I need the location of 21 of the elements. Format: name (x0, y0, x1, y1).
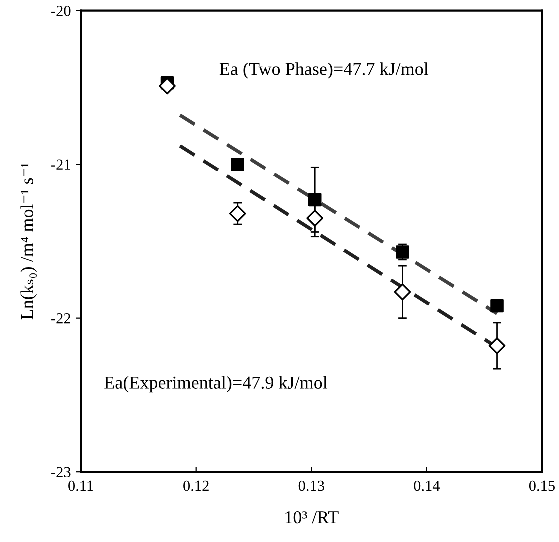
point (490, 299, 504, 313)
x-axis-title: 10³ /RT (286, 511, 339, 524)
y-tick-label: -21 (52, 160, 70, 170)
y-tick-label: -20 (52, 6, 71, 16)
point (394, 284, 412, 301)
point (308, 193, 322, 207)
annotation: Ea(Experimental)=47.9 kJ/mol (104, 376, 328, 393)
point (159, 78, 176, 95)
y-tick-label: -22 (52, 314, 70, 324)
y-tick-label: -23 (52, 467, 71, 478)
point (488, 338, 506, 354)
point (306, 210, 324, 227)
x-tick-label: 0.14 (414, 480, 440, 492)
point (231, 158, 244, 172)
x-tick-label: 0.11 (68, 480, 94, 492)
x-tick-label: 0.13 (298, 480, 324, 492)
x-tick-label: 0.12 (184, 480, 209, 492)
x-tick-label: 0.15 (529, 480, 555, 492)
annotation: Ea (Two Phase)=47.7 kJ/mol (220, 62, 429, 79)
point (229, 205, 246, 222)
y-axis-title: Ln(kₛ₀) /m⁴ mol⁻¹ s⁻¹ (20, 163, 38, 320)
